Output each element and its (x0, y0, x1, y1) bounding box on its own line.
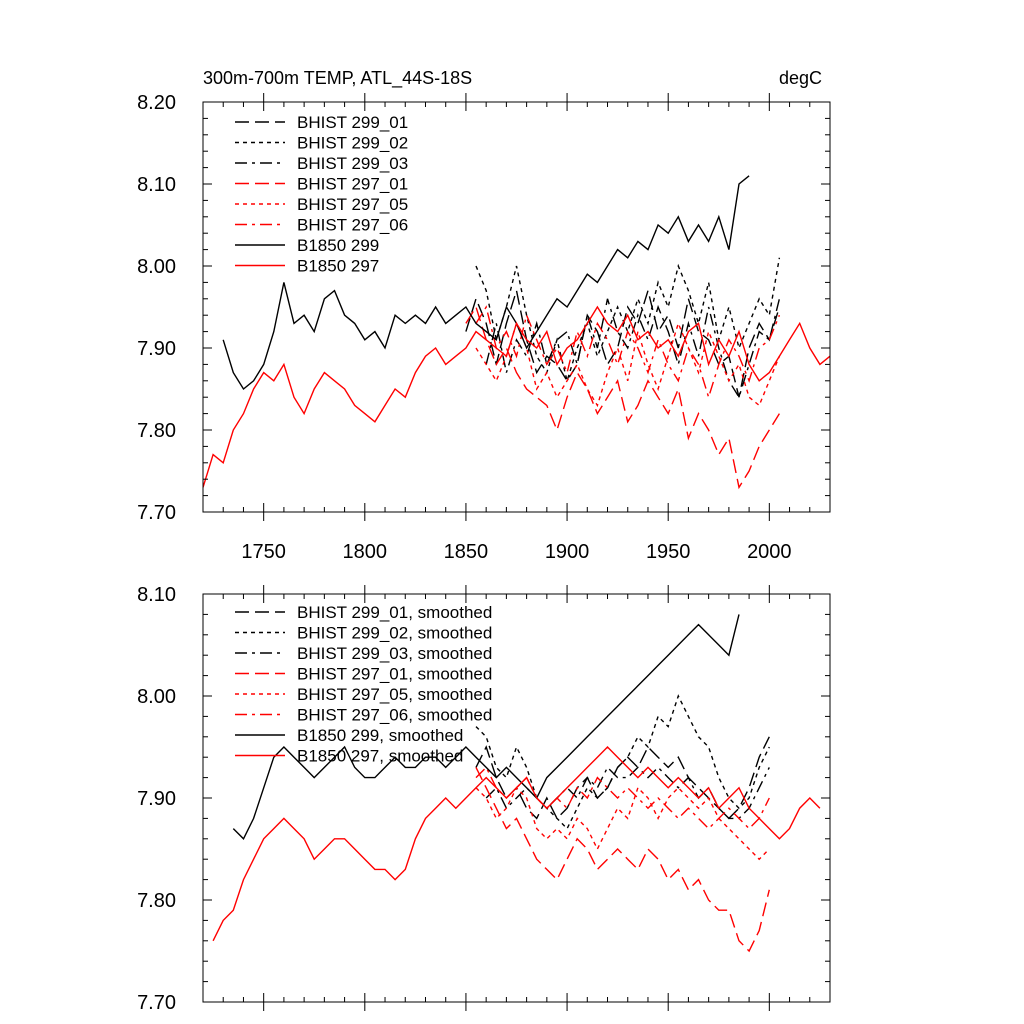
top-series-line-5 (475, 321, 781, 408)
bottom-legend-label-7: B1850 299, smoothed (297, 726, 463, 745)
top-series-line-4 (465, 305, 780, 490)
top-chart-units: degC (779, 68, 822, 88)
bottom-series-line-8 (212, 746, 821, 942)
top-ytick-label: 8.10 (137, 174, 176, 196)
top-xtick-label: 1950 (646, 541, 691, 563)
top-xtick-label: 2000 (747, 541, 792, 563)
top-chart-lines (203, 175, 830, 490)
bottom-series-line-4 (475, 767, 770, 953)
top-legend-label-6: BHIST 297_06 (297, 216, 408, 235)
top-chart-title: 300m-700m TEMP, ATL_44S-18S (203, 68, 472, 89)
bottom-chart-legend: BHIST 299_01, smoothed BHIST 299_02, smoo… (235, 603, 492, 766)
bottom-legend-label-6: BHIST 297_06, smoothed (297, 706, 492, 725)
bottom-series-line-6 (475, 766, 770, 830)
top-plot-frame (202, 101, 831, 513)
top-xtick-label: 1850 (444, 541, 489, 563)
bottom-legend-label-3: BHIST 299_03, smoothed (297, 644, 492, 663)
top-legend-label-5: BHIST 297_05 (297, 195, 408, 214)
top-legend-label-3: BHIST 299_03 (297, 154, 408, 173)
top-xtick-label: 1800 (343, 541, 388, 563)
bottom-legend-label-5: BHIST 297_05, smoothed (297, 685, 492, 704)
top-xtick-label: 1900 (545, 541, 590, 563)
bottom-series-line-2 (475, 694, 770, 830)
bottom-chart: BHIST 299_01, smoothed BHIST 299_02, smoo… (137, 584, 831, 1014)
bottom-series-line-7 (232, 614, 740, 840)
top-legend-label-2: BHIST 299_02 (297, 134, 408, 153)
top-ytick-label: 8.20 (137, 92, 176, 114)
top-xtick-label: 1750 (241, 541, 286, 563)
top-series-line-3 (485, 298, 781, 399)
top-legend-label-7: B1850 299 (297, 236, 379, 255)
top-series-line-7 (222, 175, 750, 391)
top-series-line-1 (465, 287, 781, 398)
top-chart-axes: 1750 1800 1850 1900 1950 2000 7.70 7.80 7.90 8.00… (137, 92, 831, 563)
top-legend-label-8: B1850 297 (297, 257, 379, 276)
top-ytick-label: 7.90 (137, 338, 176, 360)
bottom-ytick-label: 7.80 (137, 890, 176, 912)
bottom-legend-label-2: BHIST 299_02, smoothed (297, 624, 492, 643)
top-legend-label-4: BHIST 297_01 (297, 175, 408, 194)
bottom-legend-label-1: BHIST 299_01, smoothed (297, 603, 492, 622)
bottom-ytick-label: 7.70 (137, 992, 176, 1014)
bottom-chart-axes: 7.70 7.80 7.90 8.00 8.10 (137, 584, 831, 1014)
bottom-ytick-label: 8.00 (137, 686, 176, 708)
bottom-legend-label-4: BHIST 297_01, smoothed (297, 665, 492, 684)
bottom-legend-label-8: B1850 297, smoothed (297, 747, 463, 766)
top-series-line-6 (475, 305, 781, 400)
top-chart: 300m-700m TEMP, ATL_44S-18S degC BHIST 2… (137, 68, 831, 563)
top-ytick-label: 7.70 (137, 502, 176, 524)
bottom-series-line-5 (475, 786, 770, 861)
top-ytick-label: 7.80 (137, 420, 176, 442)
top-series-line-2 (475, 257, 781, 384)
top-legend-label-1: BHIST 299_01 (297, 113, 408, 132)
bottom-chart-lines (212, 614, 821, 953)
top-ytick-label: 8.00 (137, 256, 176, 278)
top-series-line-8 (203, 305, 830, 488)
bottom-ytick-label: 7.90 (137, 788, 176, 810)
bottom-ytick-label: 8.10 (137, 584, 176, 606)
bottom-series-line-1 (475, 736, 770, 820)
